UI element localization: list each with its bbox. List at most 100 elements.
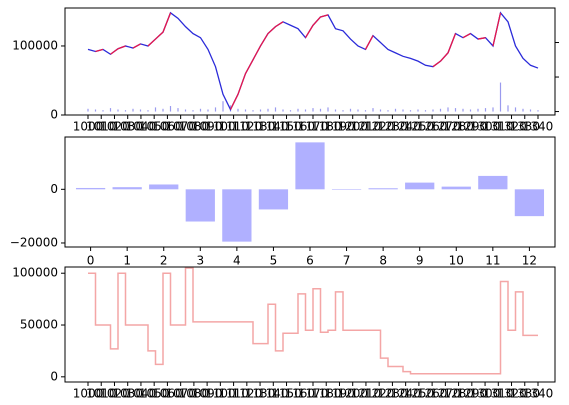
x-tick-label: 1270 (430, 387, 461, 401)
x-tick-label: 1100 (205, 120, 236, 134)
bar (514, 189, 545, 217)
x-tick-label: 1330 (509, 387, 540, 401)
volume-bar (199, 108, 202, 112)
volume-bar (507, 105, 509, 112)
bar (258, 189, 289, 210)
x-tick-label: 1100 (205, 387, 236, 401)
x-tick-label: 4 (233, 254, 241, 268)
bar (368, 188, 398, 190)
x-tick-label: 1340 (523, 387, 554, 401)
x-tick-label: 1180 (311, 387, 342, 401)
x-tick-label: 9 (416, 254, 424, 268)
volume-bar (304, 109, 307, 112)
volume-bar (274, 107, 277, 112)
x-tick-label: 1000 (73, 120, 104, 134)
price-up-segment (462, 32, 471, 39)
x-tick-label: 0 (87, 254, 95, 268)
x-tick-label: 1040 (126, 120, 157, 134)
x-tick-label: 1260 (417, 120, 448, 134)
step-line (88, 267, 538, 375)
volume-bar (327, 107, 329, 112)
volume-bar (469, 109, 472, 112)
x-tick-label: 1080 (179, 120, 210, 134)
x-tick-label: 1050 (139, 387, 170, 401)
volume-bar (177, 108, 179, 112)
x-tick-label: 1210 (351, 120, 382, 134)
x-tick-label: 1040 (126, 387, 157, 401)
volume-bar (417, 109, 419, 112)
x-tick-label: 1110 (218, 120, 249, 134)
volume-bar (312, 108, 314, 112)
volume-bar (492, 107, 494, 112)
price-up-segment (440, 52, 449, 62)
x-tick-label: 6 (306, 254, 314, 268)
volume-bar (402, 109, 404, 112)
x-tick-label: 1230 (377, 387, 408, 401)
bar (441, 186, 471, 190)
volume-bar (109, 108, 112, 112)
x-tick-label: 1090 (192, 387, 223, 401)
volume-bar (87, 108, 89, 112)
x-tick-label: 1030 (112, 120, 143, 134)
volume-bar (139, 109, 142, 112)
bar (295, 142, 325, 190)
volume-bar (357, 109, 359, 112)
price-up-segment (162, 12, 172, 33)
x-tick-label: 1070 (165, 120, 196, 134)
volume-bar (124, 110, 127, 112)
price-up-segment (117, 45, 126, 50)
volume-bar (447, 107, 449, 112)
x-tick-label: 1 (123, 254, 131, 268)
x-tick-label: 2 (160, 254, 168, 268)
x-tick-label: 1280 (443, 120, 474, 134)
volume-bar (537, 110, 539, 112)
axes-frame (64, 266, 556, 383)
x-tick-label: 1150 (271, 387, 302, 401)
volume-bar (454, 108, 457, 112)
price-up-segment (447, 33, 457, 54)
price-up-segment (229, 94, 239, 110)
x-tick-label: 1130 (245, 387, 276, 401)
volume-bar (477, 108, 479, 112)
price-up-segment (320, 14, 329, 18)
x-tick-label: 1070 (165, 387, 196, 401)
x-tick-label: 3 (196, 254, 204, 268)
volume-bar (252, 110, 254, 112)
volume-bar (259, 109, 262, 112)
volume-bar (334, 109, 337, 112)
volume-bar (432, 109, 434, 112)
x-tick-label: 1340 (523, 120, 554, 134)
x-tick-label: 11 (485, 254, 500, 268)
x-tick-label: 1200 (337, 120, 368, 134)
volume-bar (462, 108, 464, 112)
x-tick-label: 1160 (284, 120, 315, 134)
volume-bar (484, 108, 487, 112)
volume-bar (409, 110, 412, 112)
x-tick-label: 1010 (86, 387, 117, 401)
bar (112, 187, 142, 190)
x-tick-label: 1280 (443, 387, 474, 401)
x-tick-label: 1020 (99, 120, 130, 134)
price-up-segment (110, 48, 119, 55)
x-tick-label: 1240 (390, 387, 421, 401)
bar (331, 189, 362, 190)
x-tick-label: 1220 (364, 120, 395, 134)
x-tick-label: 1250 (404, 387, 435, 401)
volume-bar (207, 109, 209, 112)
volume-bar (499, 82, 502, 112)
volume-bar (387, 110, 389, 112)
volume-bar (222, 101, 224, 112)
x-tick-label: 1300 (470, 120, 501, 134)
price-line (87, 11, 539, 111)
x-tick-label: 1120 (232, 120, 263, 134)
price-up-segment (364, 35, 374, 50)
price-up-segment (477, 37, 486, 40)
price-up-segment (275, 21, 284, 28)
x-tick-label: 10 (449, 254, 464, 268)
y-tick-label: 0 (50, 182, 58, 196)
x-tick-label: 1160 (284, 387, 315, 401)
x-tick-label: 1290 (457, 387, 488, 401)
volume-bar (424, 110, 427, 112)
bar (185, 189, 215, 222)
